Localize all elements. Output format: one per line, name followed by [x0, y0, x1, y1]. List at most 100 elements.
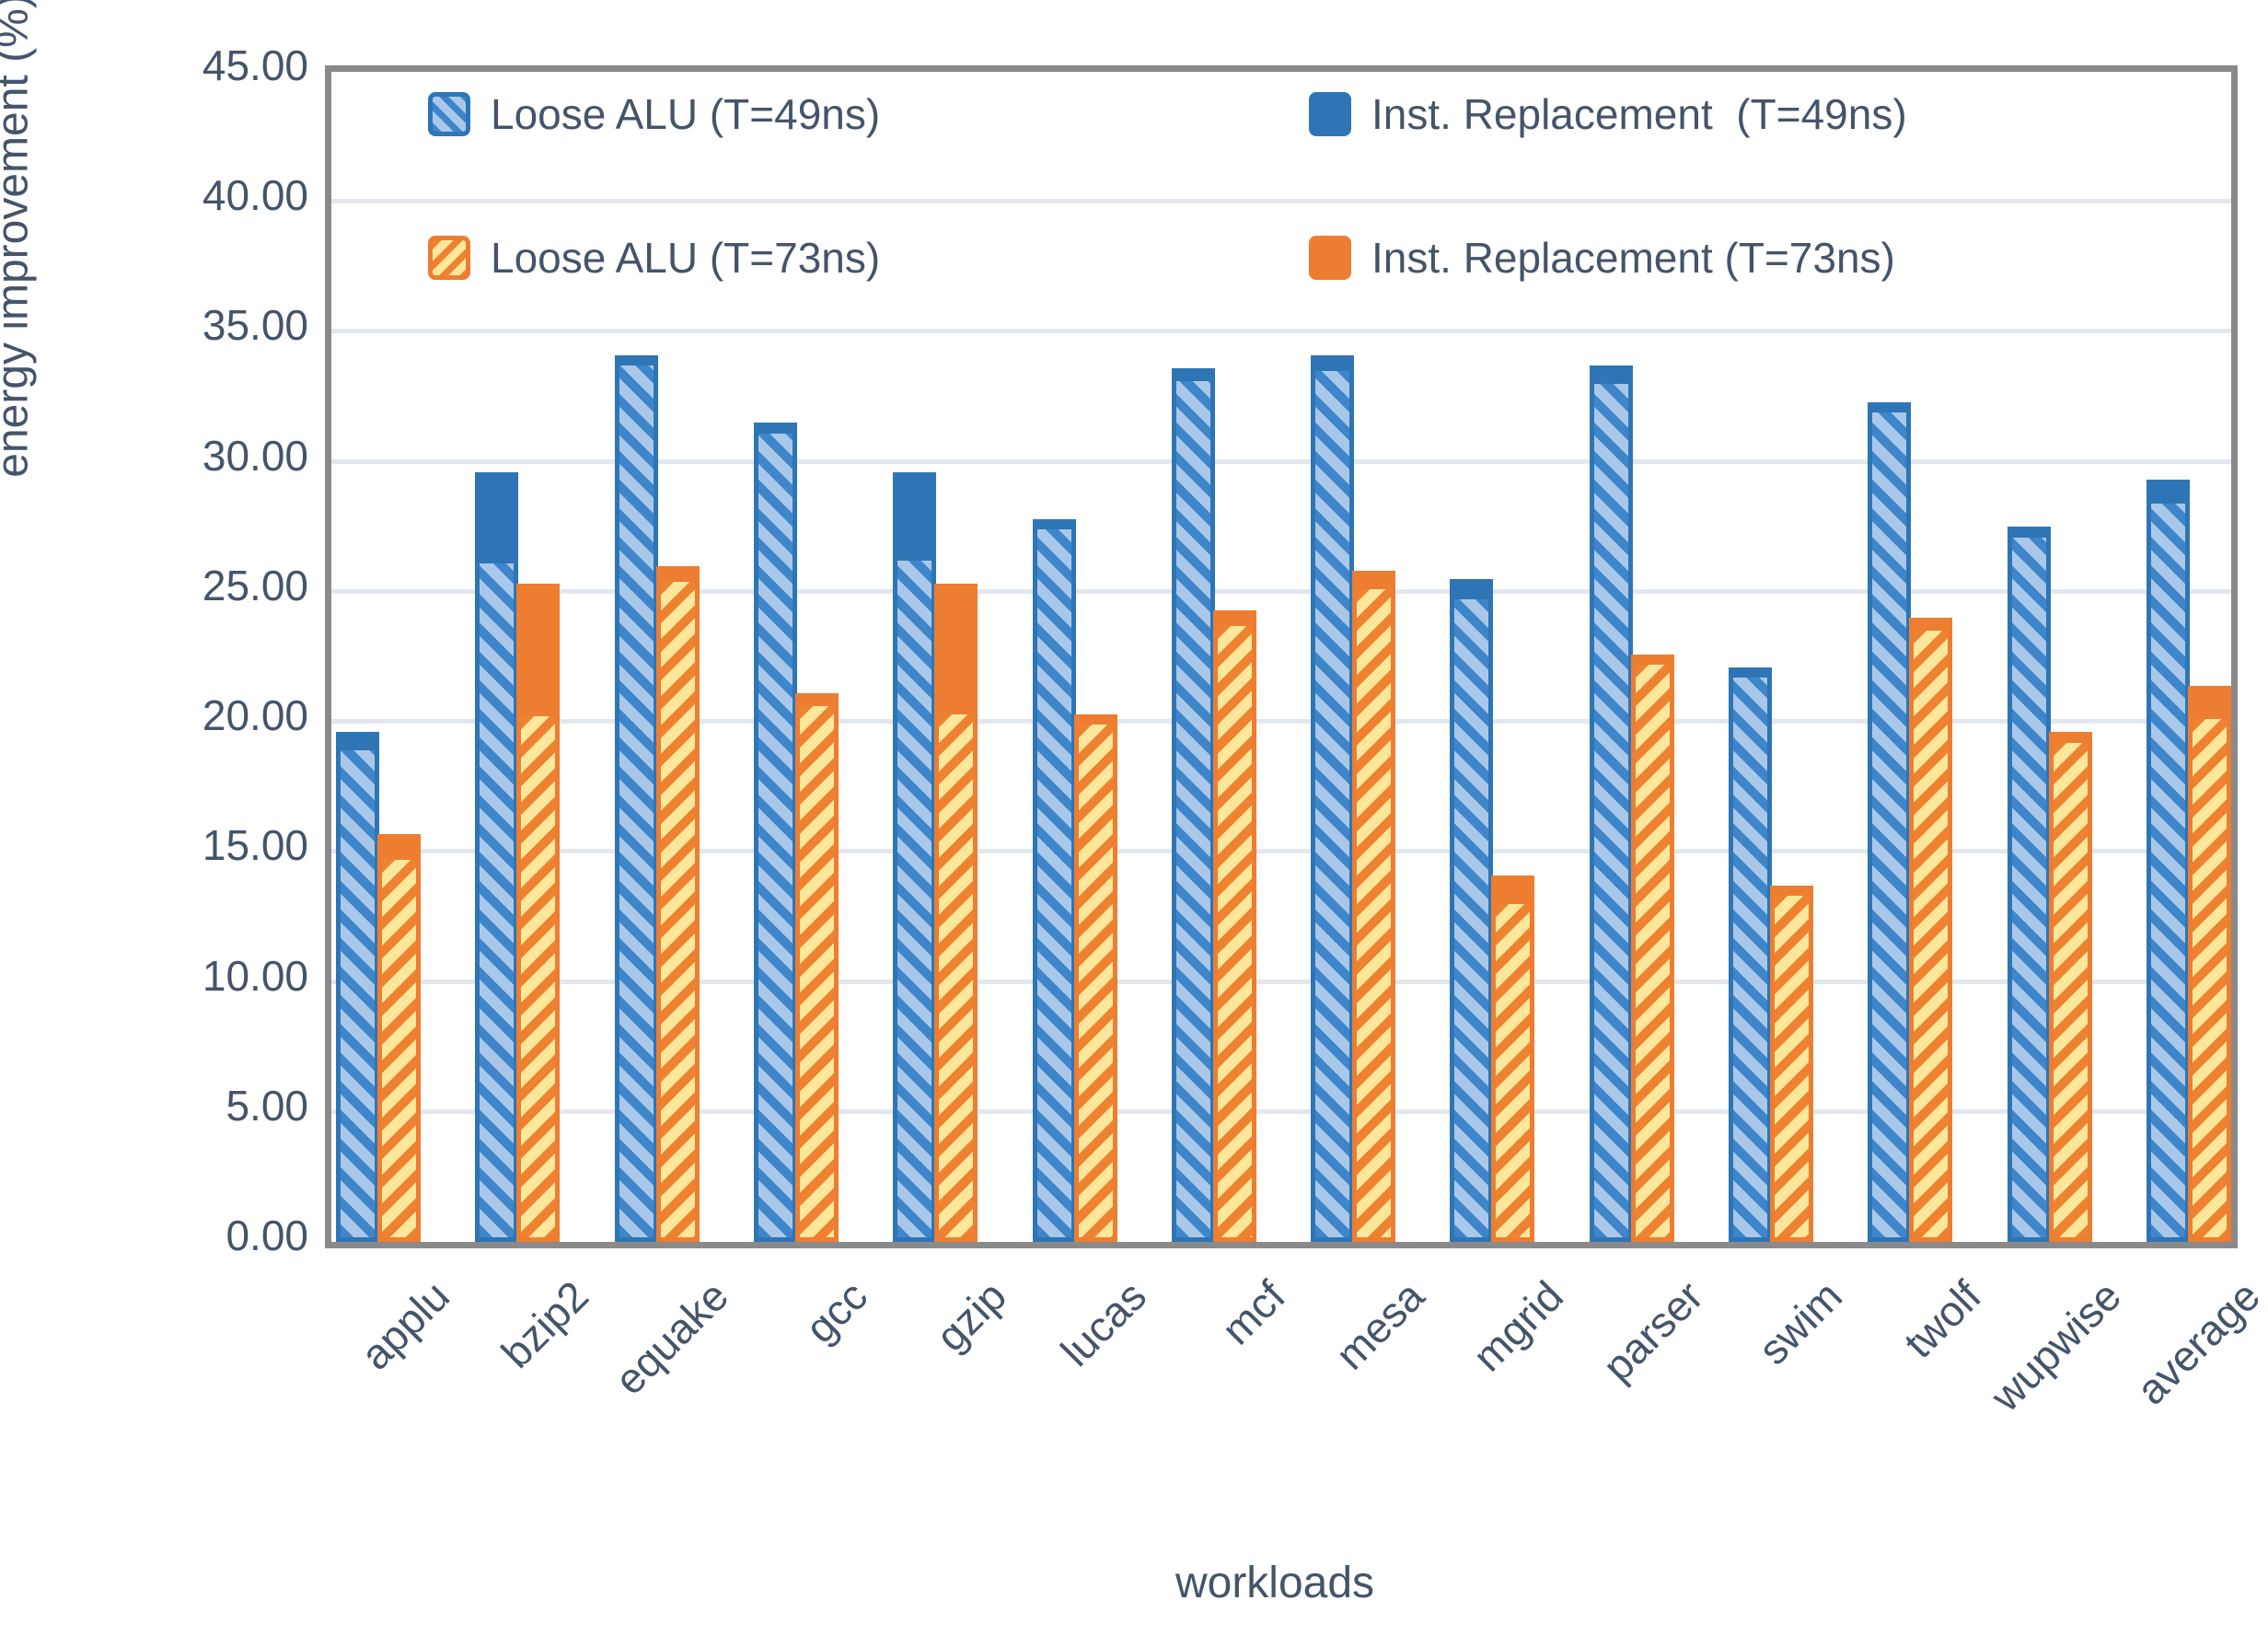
blue-bar-T49 [753, 423, 797, 1242]
x-axis-title: workloads [1174, 1559, 1375, 1607]
gridline [331, 849, 2231, 854]
blue-bar-T49 [1868, 401, 1912, 1242]
blue-bar-T49 [1729, 667, 1773, 1242]
orange-hatch-loose-alu [2193, 719, 2227, 1237]
orange-hatch-loose-alu [799, 706, 834, 1237]
bar-group-average [2146, 480, 2231, 1242]
orange-hatch-loose-alu [521, 716, 556, 1237]
blue-hatch-loose-alu [2151, 503, 2185, 1237]
blue-hatch-loose-alu [480, 562, 515, 1237]
blue-hatch-loose-alu [2011, 537, 2046, 1237]
legend-swatch-icon [428, 236, 470, 280]
gridline [331, 199, 2231, 204]
orange-bar-T73 [377, 833, 421, 1242]
blue-bar-T49 [475, 471, 519, 1242]
orange-bar-T73 [1073, 713, 1117, 1242]
blue-bar-T49 [1171, 368, 1215, 1242]
blue-hatch-loose-alu [341, 750, 375, 1237]
orange-bar-T73 [1630, 654, 1674, 1242]
y-tick-label: 20.00 [202, 691, 308, 740]
bar-group-lucas [1032, 518, 1117, 1242]
orange-bar-T73 [934, 584, 978, 1242]
blue-bar-T49 [893, 471, 937, 1242]
blue-bar-T49 [1032, 518, 1076, 1242]
y-tick-label: 40.00 [202, 171, 308, 220]
bar-group-mgrid [1450, 578, 1535, 1242]
x-tick-label-parser: parser [1592, 1271, 1712, 1391]
legend-swatch-icon [428, 92, 470, 136]
blue-bar-T49 [614, 354, 658, 1242]
bar-group-mcf [1171, 368, 1256, 1242]
blue-hatch-loose-alu [1872, 412, 1907, 1237]
legend-item: Inst. Replacement (T=73ns) [1309, 232, 1895, 284]
blue-hatch-loose-alu [619, 365, 654, 1237]
blue-bar-T49 [1311, 354, 1355, 1242]
legend-label: Loose ALU (T=49ns) [491, 90, 881, 138]
gridline [331, 588, 2231, 594]
bar-group-twolf [1868, 401, 1953, 1242]
x-tick-label-average: average [2126, 1271, 2268, 1414]
plot-area [325, 65, 2238, 1248]
x-tick-label-swim: swim [1749, 1271, 1852, 1374]
x-tick-label-gzip: gzip [926, 1271, 1016, 1361]
blue-hatch-loose-alu [1175, 381, 1210, 1237]
orange-hatch-loose-alu [1496, 903, 1531, 1237]
legend-item: Loose ALU (T=49ns) [428, 88, 880, 140]
x-tick-label-mesa: mesa [1325, 1271, 1434, 1379]
orange-bar-T73 [1770, 886, 1814, 1242]
orange-bar-T73 [794, 693, 839, 1242]
bar-group-swim [1729, 667, 1814, 1242]
gridline [331, 329, 2231, 334]
bar-group-gcc [753, 423, 839, 1242]
bar-group-parser [1589, 365, 1674, 1242]
legend-item: Loose ALU (T=73ns) [428, 232, 880, 284]
blue-hatch-loose-alu [758, 433, 793, 1237]
blue-bar-T49 [2146, 480, 2190, 1242]
y-tick-label: 10.00 [202, 951, 308, 1000]
orange-hatch-loose-alu [1635, 664, 1670, 1237]
x-tick-label-mgrid: mgrid [1464, 1271, 1573, 1381]
blue-hatch-loose-alu [1733, 678, 1768, 1237]
gridline [331, 458, 2231, 464]
legend-swatch-icon [1309, 92, 1351, 136]
bar-group-equake [614, 354, 700, 1242]
orange-bar-T73 [2048, 732, 2092, 1242]
x-tick-label-gcc: gcc [795, 1271, 876, 1352]
orange-bar-T73 [1909, 618, 1953, 1242]
orange-hatch-loose-alu [1914, 631, 1949, 1237]
orange-bar-T73 [2188, 685, 2231, 1242]
blue-bar-T49 [2007, 527, 2051, 1242]
x-tick-label-twolf: twolf [1894, 1271, 1991, 1367]
orange-hatch-loose-alu [660, 581, 695, 1237]
y-tick-label: 45.00 [202, 41, 308, 89]
blue-hatch-loose-alu [1454, 599, 1489, 1237]
y-tick-label: 5.00 [226, 1081, 308, 1130]
x-tick-label-bzip2: bzip2 [492, 1271, 598, 1377]
orange-hatch-loose-alu [1357, 589, 1392, 1237]
legend-swatch-icon [1309, 236, 1351, 280]
y-tick-label: 30.00 [202, 431, 308, 480]
gridline [331, 979, 2231, 984]
legend-label: Inst. Replacement (T=73ns) [1371, 234, 1895, 282]
x-tick-label-equake: equake [605, 1271, 737, 1404]
orange-hatch-loose-alu [1078, 724, 1113, 1237]
orange-hatch-loose-alu [1217, 625, 1252, 1237]
bar-group-gzip [893, 471, 978, 1242]
blue-hatch-loose-alu [1036, 529, 1071, 1237]
orange-hatch-loose-alu [939, 713, 974, 1237]
orange-bar-T73 [516, 584, 561, 1242]
blue-hatch-loose-alu [897, 561, 932, 1237]
orange-hatch-loose-alu [382, 859, 416, 1237]
blue-bar-T49 [1589, 365, 1633, 1242]
orange-hatch-loose-alu [1775, 896, 1810, 1237]
blue-hatch-loose-alu [1593, 383, 1628, 1237]
blue-bar-T49 [336, 732, 379, 1242]
orange-bar-T73 [1352, 571, 1396, 1242]
bar-group-applu [336, 732, 421, 1242]
bar-group-bzip2 [475, 471, 561, 1242]
x-tick-label-mcf: mcf [1211, 1271, 1294, 1354]
orange-hatch-loose-alu [2053, 742, 2088, 1237]
gridline [331, 719, 2231, 725]
orange-bar-T73 [1212, 609, 1256, 1242]
orange-bar-T73 [655, 565, 700, 1242]
